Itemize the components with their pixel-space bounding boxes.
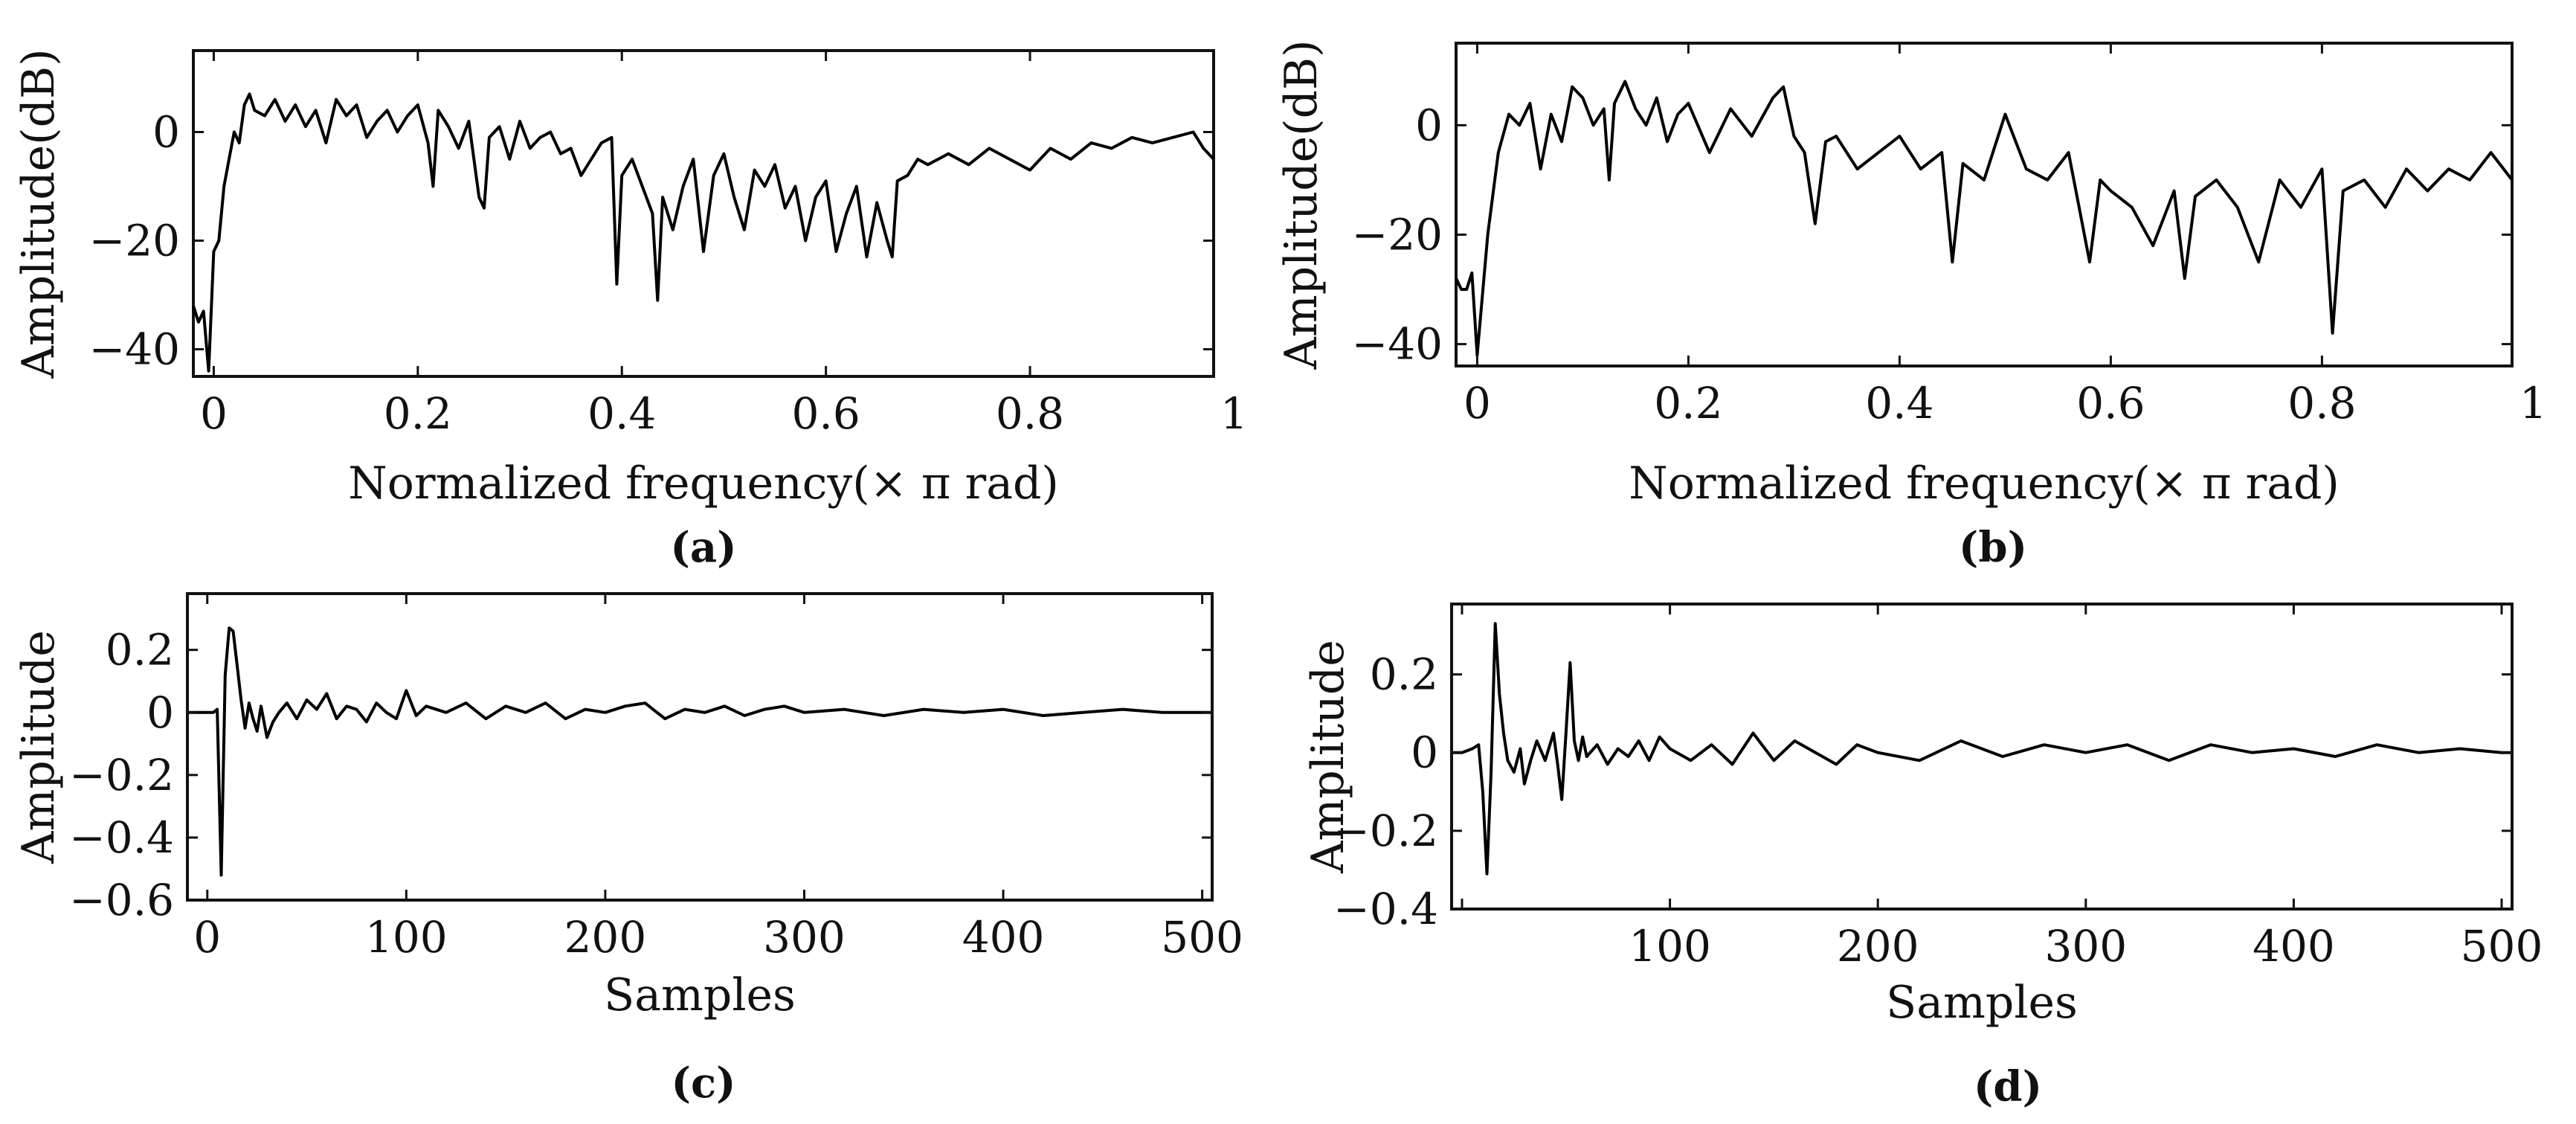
panel-label-b: (b) [1959, 523, 2027, 572]
y-tick-label-d: 0.2 [1370, 649, 1438, 700]
panel-label-d: (d) [1974, 1062, 2042, 1111]
y-tick-label-b: −40 [1352, 319, 1443, 370]
y-tick-label-b: −20 [1352, 209, 1443, 260]
x-axis-title-c: Samples [604, 969, 796, 1021]
x-tick-label-d: 400 [2253, 921, 2335, 972]
x-tick-label-a: 0.8 [996, 388, 1064, 439]
y-tick-label-c: −0.6 [69, 875, 174, 925]
y-tick-label-c: −0.4 [69, 812, 174, 863]
y-tick-label-d: −0.4 [1333, 884, 1438, 934]
y-tick-label-b: 0 [1415, 100, 1443, 150]
x-tick-label-b: 0.6 [2076, 378, 2145, 428]
x-tick-label-a: 0.2 [384, 388, 452, 439]
x-tick-label-d: 500 [2461, 921, 2543, 972]
plot-frame-a [192, 49, 1215, 378]
y-tick-label-c: 0 [146, 687, 174, 738]
x-tick-label-c: 0 [193, 912, 221, 963]
x-tick-label-b: 0.2 [1654, 378, 1722, 428]
plot-frame-c [186, 592, 1214, 902]
x-tick-label-a: 1 [1220, 388, 1248, 439]
chart-panel-d: 100 200 300 400 500 0.2 0 −0.2 −0.4 Samples Amplit… [1302, 603, 2543, 1111]
x-tick-label-c: 400 [962, 912, 1045, 963]
y-tick-label-c: −0.2 [69, 750, 174, 800]
y-tick-label-d: 0 [1411, 728, 1438, 778]
panel-label-a: (a) [670, 523, 736, 572]
x-tick-label-d: 200 [1837, 921, 1919, 972]
y-tick-label-d: −0.2 [1333, 806, 1438, 856]
x-tick-label-c: 300 [763, 912, 846, 963]
y-axis-title-d: Amplitude [1302, 640, 1354, 874]
y-tick-label-a: −20 [89, 216, 180, 266]
x-tick-label-c: 100 [365, 912, 448, 963]
series-line-b [1455, 80, 2514, 357]
panel-label-c: (c) [671, 1059, 735, 1108]
plot-frame-d [1450, 603, 2514, 911]
x-axis-title-a: Normalized frequency(× π rad) [348, 457, 1059, 510]
x-tick-label-d: 100 [1629, 921, 1711, 972]
x-tick-label-a: 0.6 [792, 388, 860, 439]
x-tick-label-a: 0.4 [587, 388, 656, 439]
series-line-c [187, 626, 1212, 877]
x-tick-label-c: 200 [564, 912, 647, 963]
y-tick-label-a: 0 [152, 107, 180, 158]
chart-panel-c: 0 100 200 300 400 500 0.2 0 −0.2 −0.4 −0.6 Samples A… [13, 592, 1243, 1108]
x-tick-label-d: 300 [2044, 921, 2127, 972]
x-axis-title-b: Normalized frequency(× π rad) [1629, 457, 2340, 510]
x-tick-label-b: 0 [1464, 378, 1491, 428]
x-tick-label-b: 1 [2519, 378, 2547, 428]
chart-panel-b: 0 0.2 0.4 0.6 0.8 1 0 −20 −40 Normalized frequenc… [1275, 40, 2547, 573]
x-tick-label-b: 0.4 [1865, 378, 1933, 428]
y-tick-label-a: −40 [89, 324, 180, 375]
series-line-d [1452, 622, 2512, 876]
x-tick-label-a: 0 [200, 388, 228, 439]
series-line-a [192, 92, 1215, 373]
plot-frame-b [1455, 42, 2514, 367]
y-tick-label-c: 0.2 [106, 625, 174, 675]
x-tick-label-b: 0.8 [2287, 378, 2356, 428]
x-tick-label-c: 500 [1161, 912, 1243, 963]
y-axis-title-c: Amplitude [13, 630, 65, 864]
chart-panel-a: 0 0.2 0.4 0.6 0.8 1 0 −20 −40 Normalized frequenc… [13, 49, 1248, 573]
y-axis-title-b: Amplitude(dB) [1275, 40, 1327, 370]
y-axis-title-a: Amplitude(dB) [13, 49, 65, 379]
x-axis-title-d: Samples [1886, 977, 2078, 1029]
